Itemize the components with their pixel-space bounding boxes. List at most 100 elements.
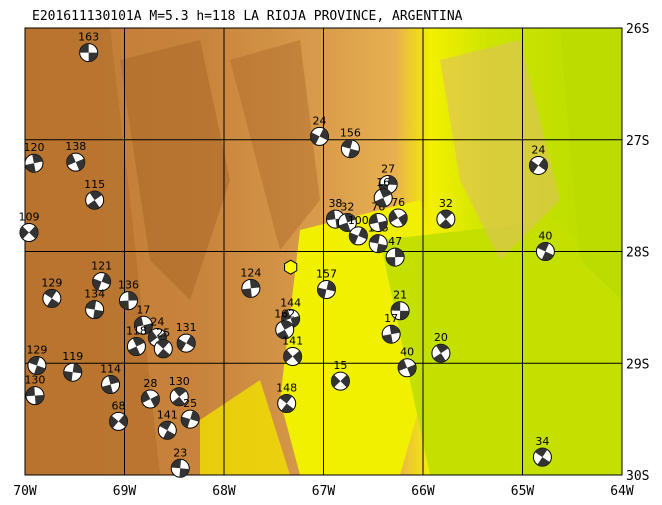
compressional-quadrant <box>338 213 356 232</box>
x-tick-label: 64W <box>610 484 634 499</box>
compressional-quadrant <box>276 320 293 339</box>
compressional-quadrant <box>63 363 82 382</box>
compressional-quadrant <box>391 301 410 320</box>
depth-label: 136 <box>118 279 139 292</box>
y-tick-label: 29S <box>626 357 649 372</box>
depth-label: 32 <box>439 197 453 210</box>
compressional-quadrant <box>109 414 128 429</box>
compressional-quadrant <box>44 289 60 308</box>
depth-label: 17 <box>384 312 398 325</box>
depth-label: 144 <box>280 297 301 310</box>
compressional-quadrant <box>141 390 160 408</box>
depth-label: 17 <box>136 303 150 316</box>
compressional-quadrant <box>341 139 360 158</box>
depth-label: 134 <box>84 288 105 301</box>
compressional-quadrant <box>241 279 260 298</box>
compressional-quadrant <box>389 210 408 226</box>
depth-label: 131 <box>176 321 197 334</box>
compressional-quadrant <box>279 394 294 413</box>
depth-label: 24 <box>313 114 327 127</box>
depth-label: 141 <box>157 408 178 421</box>
depth-label: 114 <box>100 362 121 375</box>
depth-label: 130 <box>169 375 190 388</box>
depth-label: 118 <box>126 324 147 337</box>
compressional-quadrant <box>101 375 120 394</box>
compressional-quadrant <box>66 153 85 171</box>
depth-label: 38 <box>328 197 342 210</box>
compressional-quadrant <box>369 213 388 232</box>
depth-label: 21 <box>393 289 407 302</box>
depth-label: 40 <box>538 230 552 243</box>
depth-label: 34 <box>535 435 549 448</box>
compressional-quadrant <box>87 191 103 210</box>
x-tick-label: 67W <box>312 484 336 499</box>
x-tick-label: 66W <box>411 484 435 499</box>
depth-label: 23 <box>173 446 187 459</box>
depth-label: 124 <box>240 266 261 279</box>
depth-label: 24 <box>531 143 545 156</box>
depth-label: 20 <box>434 331 448 344</box>
compressional-quadrant <box>283 349 302 364</box>
depth-label: 27 <box>381 162 395 175</box>
compressional-quadrant <box>382 325 401 344</box>
depth-label: 109 <box>18 211 39 224</box>
compressional-quadrant <box>310 128 329 145</box>
depth-label: 162 <box>274 308 295 321</box>
depth-label: 157 <box>316 267 337 280</box>
compressional-quadrant <box>25 386 44 405</box>
depth-label: 120 <box>23 141 44 154</box>
compressional-quadrant <box>537 242 554 261</box>
compressional-quadrant <box>349 227 368 245</box>
compressional-quadrant <box>119 291 138 310</box>
depth-label: 47 <box>388 235 402 248</box>
compressional-quadrant <box>369 234 388 253</box>
x-tick-label: 70W <box>13 484 37 499</box>
x-tick-label: 68W <box>212 484 236 499</box>
x-tick-label: 69W <box>113 484 137 499</box>
depth-label: 100 <box>348 214 369 227</box>
depth-label: 119 <box>62 350 83 363</box>
depth-label: 156 <box>340 127 361 140</box>
compressional-quadrant <box>25 154 43 173</box>
depth-label: 163 <box>78 31 99 44</box>
compressional-quadrant <box>79 43 98 62</box>
depth-label: 24 <box>150 316 164 329</box>
depth-label: 25 <box>156 327 170 340</box>
depth-label: 15 <box>333 359 347 372</box>
title: E201611130101A M=5.3 h=118 LA RIOJA PROV… <box>32 9 463 24</box>
depth-label: 129 <box>41 276 62 289</box>
depth-label: 115 <box>84 178 105 191</box>
compressional-quadrant <box>172 387 187 406</box>
compressional-quadrant <box>171 459 190 478</box>
compressional-quadrant <box>529 158 548 173</box>
compressional-quadrant <box>386 248 405 267</box>
epicenter <box>284 259 298 275</box>
compressional-quadrant <box>317 280 336 299</box>
y-tick-label: 28S <box>626 246 649 261</box>
compressional-quadrant <box>134 316 153 335</box>
compressional-quadrant <box>439 210 453 229</box>
depth-label: 130 <box>24 374 45 387</box>
compressional-quadrant <box>156 339 170 358</box>
compressional-quadrant <box>85 300 104 319</box>
compressional-quadrant <box>92 273 111 291</box>
x-tick-label: 65W <box>511 484 535 499</box>
compressional-quadrant <box>398 359 417 377</box>
depth-label: 16 <box>376 176 390 189</box>
depth-label: 25 <box>183 397 197 410</box>
compressional-quadrant <box>331 374 350 388</box>
y-tick-label: 30S <box>626 469 649 484</box>
compressional-quadrant <box>374 188 392 207</box>
compressional-quadrant <box>281 309 300 328</box>
compressional-quadrant <box>19 226 38 239</box>
depth-label: 148 <box>276 381 297 394</box>
compressional-quadrant <box>433 344 449 363</box>
compressional-quadrant <box>181 410 200 428</box>
y-tick-label: 26S <box>626 22 649 37</box>
compressional-quadrant <box>28 356 46 375</box>
depth-label: 68 <box>112 399 126 412</box>
depth-label: 28 <box>143 377 157 390</box>
compressional-quadrant <box>177 335 196 351</box>
compressional-quadrant <box>128 337 145 356</box>
